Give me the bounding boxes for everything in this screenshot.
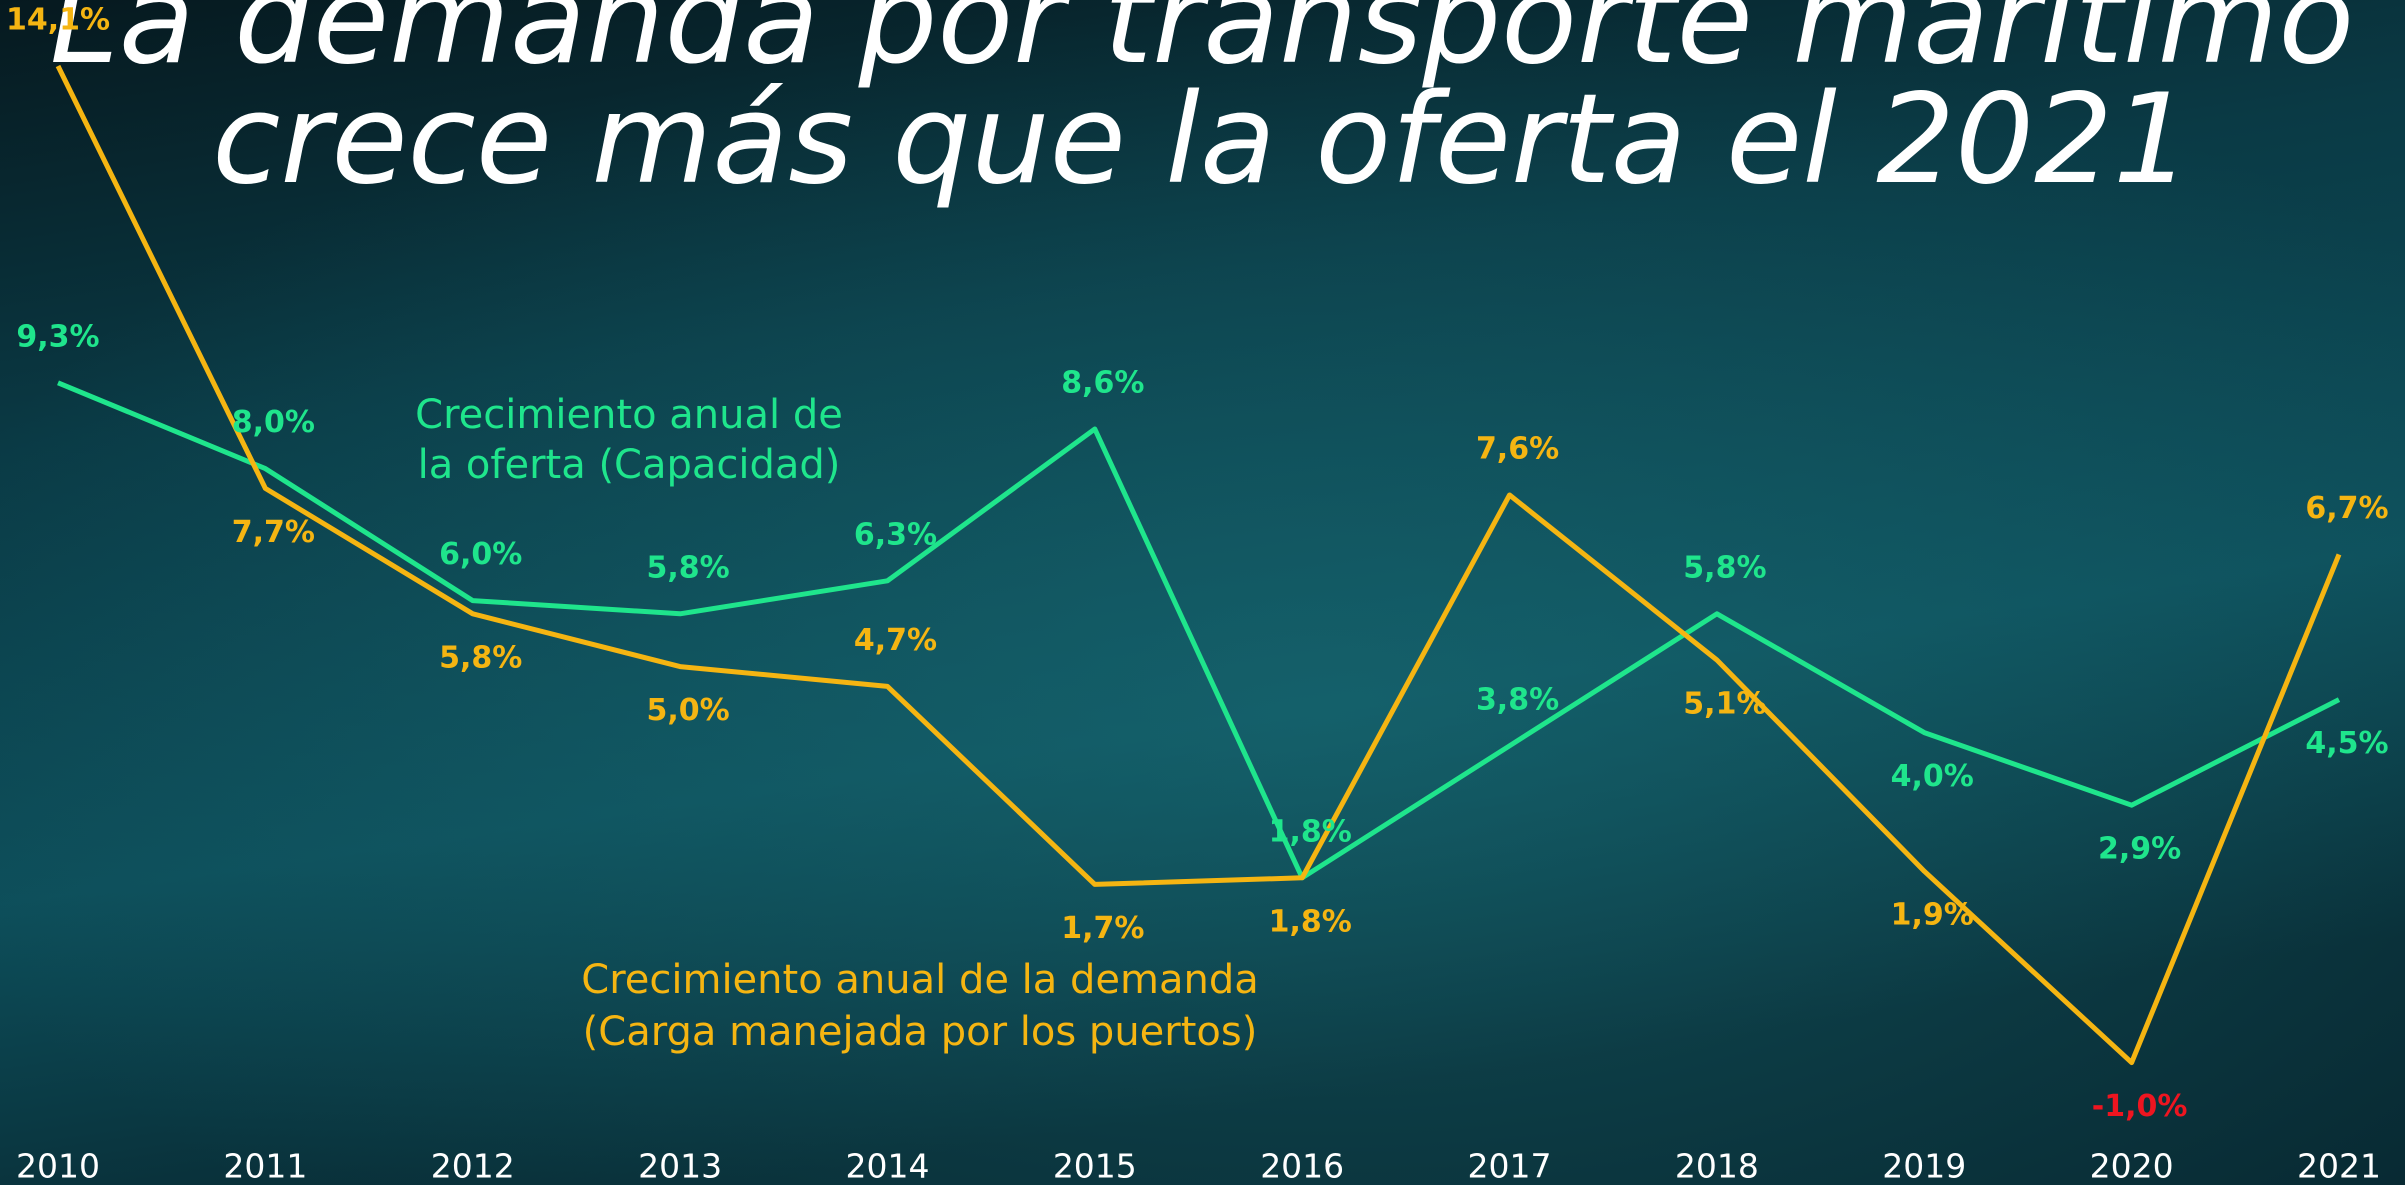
data-label: -1,0% — [2092, 1089, 2188, 1124]
data-label: 6,0% — [439, 537, 522, 572]
data-label: 7,7% — [232, 515, 315, 550]
data-label: 3,8% — [1476, 682, 1559, 717]
data-label: 6,7% — [2305, 491, 2388, 526]
data-label: 5,8% — [439, 640, 522, 675]
data-label: 7,6% — [1476, 432, 1559, 467]
data-label: 5,8% — [1683, 550, 1766, 585]
x-tick-label: 2020 — [2090, 1147, 2174, 1185]
x-tick-label: 2010 — [16, 1147, 100, 1185]
data-label: 5,0% — [646, 693, 729, 728]
data-label: 4,0% — [1891, 759, 1974, 794]
x-tick-label: 2021 — [2297, 1147, 2381, 1185]
x-tick-label: 2014 — [845, 1147, 929, 1185]
x-tick-label: 2012 — [431, 1147, 515, 1185]
data-label: 9,3% — [16, 319, 99, 354]
page: La demanda por transporte marítimo crece… — [0, 0, 2405, 1185]
data-label: 14,1% — [6, 3, 110, 38]
x-tick-label: 2013 — [638, 1147, 722, 1185]
data-label: 1,8% — [1269, 904, 1352, 939]
data-label: 1,8% — [1269, 814, 1352, 849]
x-tick-label: 2019 — [1882, 1147, 1966, 1185]
data-label: 1,7% — [1061, 911, 1144, 946]
x-tick-label: 2017 — [1468, 1147, 1552, 1185]
data-label: 8,6% — [1061, 366, 1144, 401]
x-tick-label: 2016 — [1260, 1147, 1344, 1185]
data-label: 5,1% — [1683, 687, 1766, 722]
chart-title: crece más que la oferta el 2021 — [212, 68, 2192, 212]
legend-label: (Carga manejada por los puertos) — [583, 1009, 1258, 1055]
legend-label: la oferta (Capacidad) — [418, 442, 841, 488]
data-label: 5,8% — [646, 550, 729, 585]
x-tick-label: 2015 — [1053, 1147, 1137, 1185]
x-tick-label: 2011 — [223, 1147, 307, 1185]
data-label: 4,5% — [2305, 726, 2388, 761]
data-label: 4,7% — [854, 623, 937, 658]
data-label: 6,3% — [854, 517, 937, 552]
chart: La demanda por transporte marítimo crece… — [0, 0, 2405, 1185]
legend-label: Crecimiento anual de — [415, 392, 843, 438]
data-label: 1,9% — [1891, 898, 1974, 933]
x-tick-label: 2018 — [1675, 1147, 1759, 1185]
data-label: 8,0% — [232, 405, 315, 440]
legend-label: Crecimiento anual de la demanda — [581, 957, 1258, 1003]
data-label: 2,9% — [2098, 832, 2181, 867]
